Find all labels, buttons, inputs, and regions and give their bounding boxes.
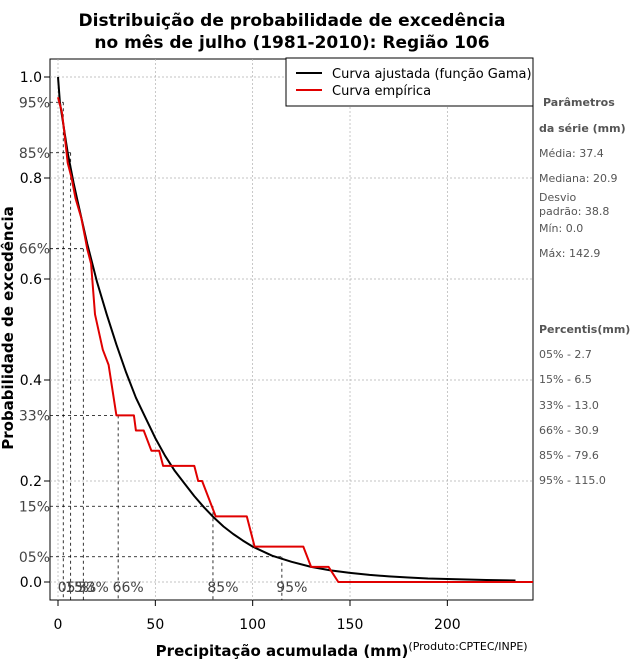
y-tick-label: 0.4	[20, 373, 42, 389]
y-percent-label: 05%	[19, 550, 50, 566]
percentil-85: 85% - 79.6	[539, 449, 599, 462]
param-max: Máx: 142.9	[539, 247, 600, 260]
x-tick-label: 50	[146, 617, 164, 633]
params-title: Parâmetros	[543, 96, 615, 109]
y-tick-label: 0.0	[20, 575, 42, 591]
empirical-curve	[57, 96, 533, 583]
x-tick-label: 0	[54, 617, 63, 633]
percentil-66: 66% - 30.9	[539, 424, 599, 437]
percent-labels: 05%15%33% 66% 85% 95%	[58, 580, 308, 596]
series-lines	[57, 76, 533, 583]
x-percent-label: 95%	[276, 580, 307, 596]
y-percent-label: 95%	[19, 95, 50, 111]
param-desvio-line2: padrão: 38.8	[539, 205, 609, 218]
x-percent-label: 33%	[78, 580, 109, 596]
param-desvio-line1: Desvio	[539, 191, 577, 204]
chart-title-line2: no mês de julho (1981-2010): Região 106	[94, 33, 489, 53]
x-percent-label: 85%	[207, 580, 238, 596]
y-tick-label: 0.6	[20, 272, 42, 288]
x-tick-label: 100	[239, 617, 266, 633]
legend-label-empirical: Curva empírica	[332, 84, 431, 99]
y-tick-label: 1.0	[20, 70, 42, 86]
x-percent-label: 05%	[58, 580, 89, 596]
percentiles-panel: Percentis(mm) 05% - 2.7 15% - 6.5 33% - …	[539, 323, 630, 487]
param-min: Mín: 0.0	[539, 222, 583, 235]
param-mediana: Mediana: 20.9	[539, 172, 617, 185]
x-tick-label: 200	[434, 617, 461, 633]
grid-lines	[50, 59, 533, 600]
y-percent-label: 85%	[19, 146, 50, 162]
x-percent-label: 66%	[113, 580, 144, 596]
x-percent-label: 15%	[65, 580, 96, 596]
percentil-33: 33% - 13.0	[539, 399, 599, 412]
percentil-15: 15% - 6.5	[539, 373, 592, 386]
x-axis-ticks: 0 50 100 150 200	[54, 600, 461, 633]
y-percent-label: 33%	[19, 408, 50, 424]
percentil-05: 05% - 2.7	[539, 348, 592, 361]
y-axis-label: Probabilidade de excedência	[0, 206, 17, 450]
legend-box	[285, 57, 534, 107]
percentil-95: 95% - 115.0	[539, 474, 606, 487]
plot-frame	[49, 58, 534, 601]
y-tick-label: 0.2	[20, 474, 42, 490]
percentis-title: Percentis(mm)	[539, 323, 630, 336]
x-axis-label: Precipitação acumulada (mm)	[156, 642, 409, 660]
y-percent-label: 66%	[19, 242, 50, 258]
chart-title-line1: Distribuição de probabilidade de excedên…	[79, 11, 506, 31]
y-percent-label: 15%	[19, 499, 50, 515]
percentile-guides	[50, 101, 283, 600]
series-parameters-panel: Parâmetros da série (mm) Média: 37.4 Med…	[539, 96, 626, 260]
fitted-gamma-curve	[57, 76, 516, 582]
param-media: Média: 37.4	[539, 147, 604, 160]
x-tick-label: 150	[337, 617, 364, 633]
product-credit: (Produto:CPTEC/INPE)	[408, 640, 527, 653]
y-tick-label: 0.8	[20, 171, 42, 187]
legend-label-fitted: Curva ajustada (função Gama)	[332, 67, 532, 82]
y-axis-ticks: 0.0 0.2 0.4 0.6 0.8 1.0 95% 85% 66% 33% 15% 05%	[19, 70, 50, 591]
params-subtitle: da série (mm)	[539, 122, 626, 135]
legend: Curva ajustada (função Gama) Curva empír…	[285, 57, 534, 107]
